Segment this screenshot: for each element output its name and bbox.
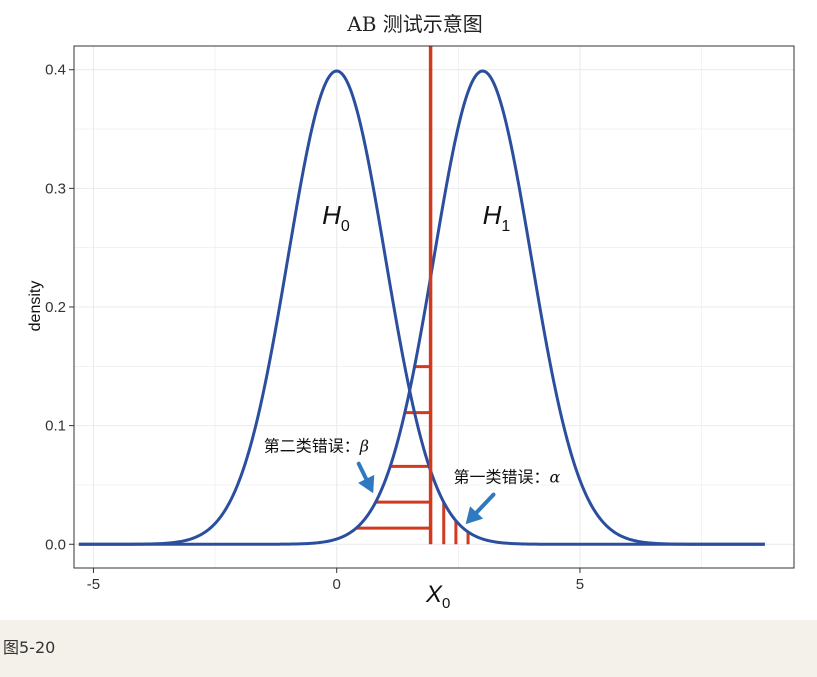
y-tick-label: 0.0	[45, 536, 66, 553]
y-tick-label: 0.1	[45, 418, 66, 435]
curve-layer	[78, 69, 765, 546]
error-annotation-type1: 第一类错误：α	[453, 468, 560, 487]
x-axis-label-main: X	[425, 581, 443, 608]
error-annotation-symbol: α	[549, 468, 560, 487]
y-tick-label: 0.4	[45, 62, 66, 79]
y-tick-label: 0.3	[45, 180, 66, 197]
error-annotation-symbol: β	[359, 437, 369, 456]
figure-panel: AB 测试示意图 H0 H1 第二类错误：β 第一类错误：α 0.0 0.1 0.2 0.3…	[0, 0, 817, 620]
density-curve-h1	[78, 69, 765, 546]
hypothesis-label-sub: 1	[501, 218, 510, 235]
y-axis-label: density	[27, 281, 44, 332]
density-curve-h0	[78, 69, 765, 546]
error-annotation-text: 第二类错误：	[264, 437, 360, 456]
grid-layer	[74, 46, 794, 568]
arrow-type1-shaft	[471, 492, 496, 518]
arrow-type1-head	[465, 506, 484, 525]
x-tick-label: 5	[576, 576, 584, 593]
x-axis-label: X0	[425, 581, 450, 612]
hypothesis-label-main: H	[322, 200, 341, 230]
x-tick-label: -5	[87, 576, 100, 593]
axis-layer: 0.0 0.1 0.2 0.3 0.4 -5 0 5	[45, 62, 584, 593]
arrow-type2-head	[358, 474, 375, 494]
hypothesis-label-main: H	[483, 200, 502, 230]
chart-title: AB 测试示意图	[346, 12, 483, 36]
hypothesis-label-h1: H1	[483, 200, 511, 235]
y-tick-label: 0.2	[45, 299, 66, 316]
figure-caption: 图5-20	[3, 638, 56, 657]
x-tick-label: 0	[333, 576, 341, 593]
hypothesis-label-h0: H0	[322, 200, 350, 235]
error-annotation-type2: 第二类错误：β	[264, 437, 369, 456]
hatch-layer	[356, 365, 470, 545]
error-annotation-text: 第一类错误：	[453, 468, 549, 487]
hypothesis-label-sub: 0	[341, 218, 350, 235]
x-axis-label-sub: 0	[442, 595, 450, 612]
